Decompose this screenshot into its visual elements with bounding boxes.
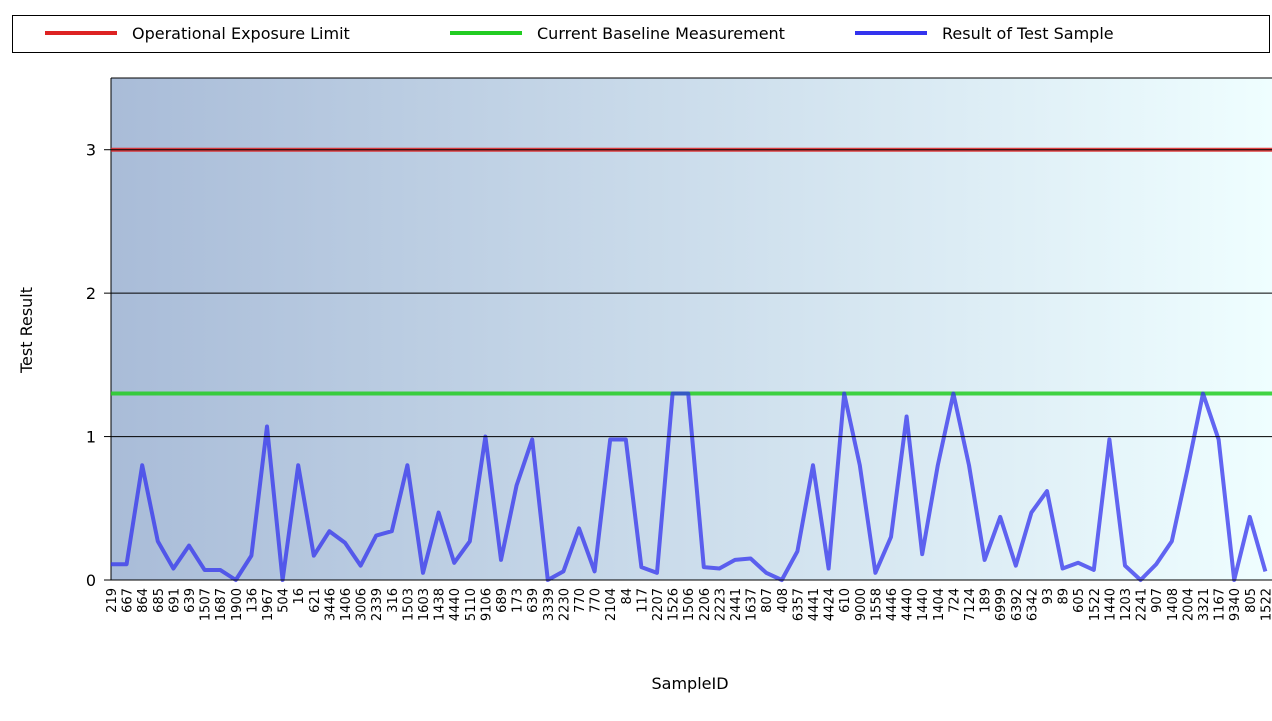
x-tick-label: 685 xyxy=(152,588,167,613)
x-tick-label: 667 xyxy=(121,588,136,613)
x-tick-label: 4440 xyxy=(448,588,463,621)
x-labels: 219 667 864 685 691 639 1507 1687 1900 136 1967 504… xyxy=(105,588,1272,621)
x-tick-label: 1406 xyxy=(339,588,354,621)
x-tick-label: 6392 xyxy=(1010,588,1025,621)
x-tick-label: 724 xyxy=(947,588,962,613)
x-tick-label: 4441 xyxy=(807,588,822,621)
x-tick-label: 3446 xyxy=(323,588,338,621)
x-tick-label: 7124 xyxy=(963,588,978,621)
x-tick-label: 117 xyxy=(635,588,650,613)
x-tick-label: 1404 xyxy=(932,588,947,621)
x-tick-label: 5110 xyxy=(464,588,479,621)
y-tick-label: 0 xyxy=(86,571,96,590)
x-tick-label: 639 xyxy=(526,588,541,613)
x-tick-label: 1522 xyxy=(1259,588,1272,621)
legend-label: Result of Test Sample xyxy=(942,24,1114,43)
x-tick-label: 1438 xyxy=(433,588,448,621)
x-tick-label: 504 xyxy=(277,588,292,613)
x-tick-label: 1506 xyxy=(682,588,697,621)
x-tick-label: 173 xyxy=(511,588,526,613)
legend-label: Current Baseline Measurement xyxy=(537,24,785,43)
x-tick-label: 2004 xyxy=(1181,588,1196,621)
plot-area xyxy=(111,78,1272,580)
x-tick-label: 9340 xyxy=(1228,588,1243,621)
x-tick-label: 84 xyxy=(620,588,635,605)
x-tick-label: 689 xyxy=(495,588,510,613)
x-tick-label: 1440 xyxy=(1103,588,1118,621)
x-tick-label: 639 xyxy=(183,588,198,613)
x-tick-label: 1203 xyxy=(1119,588,1134,621)
x-tick-label: 1507 xyxy=(199,588,214,621)
x-tick-label: 907 xyxy=(1150,588,1165,613)
x-tick-label: 316 xyxy=(386,588,401,613)
x-tick-label: 1526 xyxy=(667,588,682,621)
x-tick-label: 1408 xyxy=(1166,588,1181,621)
x-tick-label: 1603 xyxy=(417,588,432,621)
x-tick-label: 189 xyxy=(979,588,994,613)
x-tick-label: 805 xyxy=(1244,588,1259,613)
x-tick-label: 2104 xyxy=(604,588,619,621)
y-tick-label: 3 xyxy=(86,141,96,160)
x-tick-label: 1440 xyxy=(916,588,931,621)
x-tick-label: 408 xyxy=(776,588,791,613)
x-tick-label: 6999 xyxy=(994,588,1009,621)
x-tick-label: 2241 xyxy=(1135,588,1150,621)
x-tick-label: 605 xyxy=(1072,588,1087,613)
x-tick-label: 2206 xyxy=(698,588,713,621)
x-tick-label: 691 xyxy=(167,588,182,613)
data-line xyxy=(111,391,1268,582)
x-tick-label: 770 xyxy=(589,588,604,613)
y-axis-title: Test Result xyxy=(17,287,36,374)
x-tick-label: 9000 xyxy=(854,588,869,621)
x-tick-label: 1900 xyxy=(230,588,245,621)
x-tick-label: 1967 xyxy=(261,588,276,621)
legend-box xyxy=(12,15,1270,53)
x-tick-label: 2207 xyxy=(651,588,666,621)
x-tick-label: 2223 xyxy=(713,588,728,621)
x-tick-label: 2441 xyxy=(729,588,744,621)
x-tick-label: 1503 xyxy=(401,588,416,621)
x-tick-label: 1167 xyxy=(1213,588,1228,621)
x-tick-label: 4440 xyxy=(901,588,916,621)
x-tick-label: 1558 xyxy=(869,588,884,621)
x-tick-label: 16 xyxy=(292,588,307,605)
x-tick-label: 1687 xyxy=(214,588,229,621)
legend-label: Operational Exposure Limit xyxy=(132,24,350,43)
x-tick-label: 770 xyxy=(573,588,588,613)
x-tick-label: 219 xyxy=(105,588,120,613)
x-tick-label: 610 xyxy=(838,588,853,613)
x-tick-label: 3321 xyxy=(1197,588,1212,621)
x-tick-label: 3339 xyxy=(542,588,557,621)
x-axis-title: SampleID xyxy=(651,674,728,693)
x-tick-label: 89 xyxy=(1057,588,1072,605)
x-tick-label: 4424 xyxy=(823,588,838,621)
y-tick-label: 1 xyxy=(86,428,96,447)
x-tick-label: 3006 xyxy=(355,588,370,621)
x-tick-label: 136 xyxy=(245,588,260,613)
x-tick-label: 4446 xyxy=(885,588,900,621)
y-tick-label: 2 xyxy=(86,284,96,303)
x-tick-label: 864 xyxy=(136,588,151,613)
x-tick-label: 6342 xyxy=(1025,588,1040,621)
x-tick-label: 9106 xyxy=(479,588,494,621)
x-tick-label: 807 xyxy=(760,588,775,613)
x-tick-label: 1522 xyxy=(1088,588,1103,621)
x-tick-label: 621 xyxy=(308,588,323,613)
x-tick-label: 1637 xyxy=(745,588,760,621)
x-tick-label: 2230 xyxy=(557,588,572,621)
x-tick-label: 2339 xyxy=(370,588,385,621)
x-tick-label: 6357 xyxy=(791,588,806,621)
x-tick-label: 93 xyxy=(1041,588,1056,605)
